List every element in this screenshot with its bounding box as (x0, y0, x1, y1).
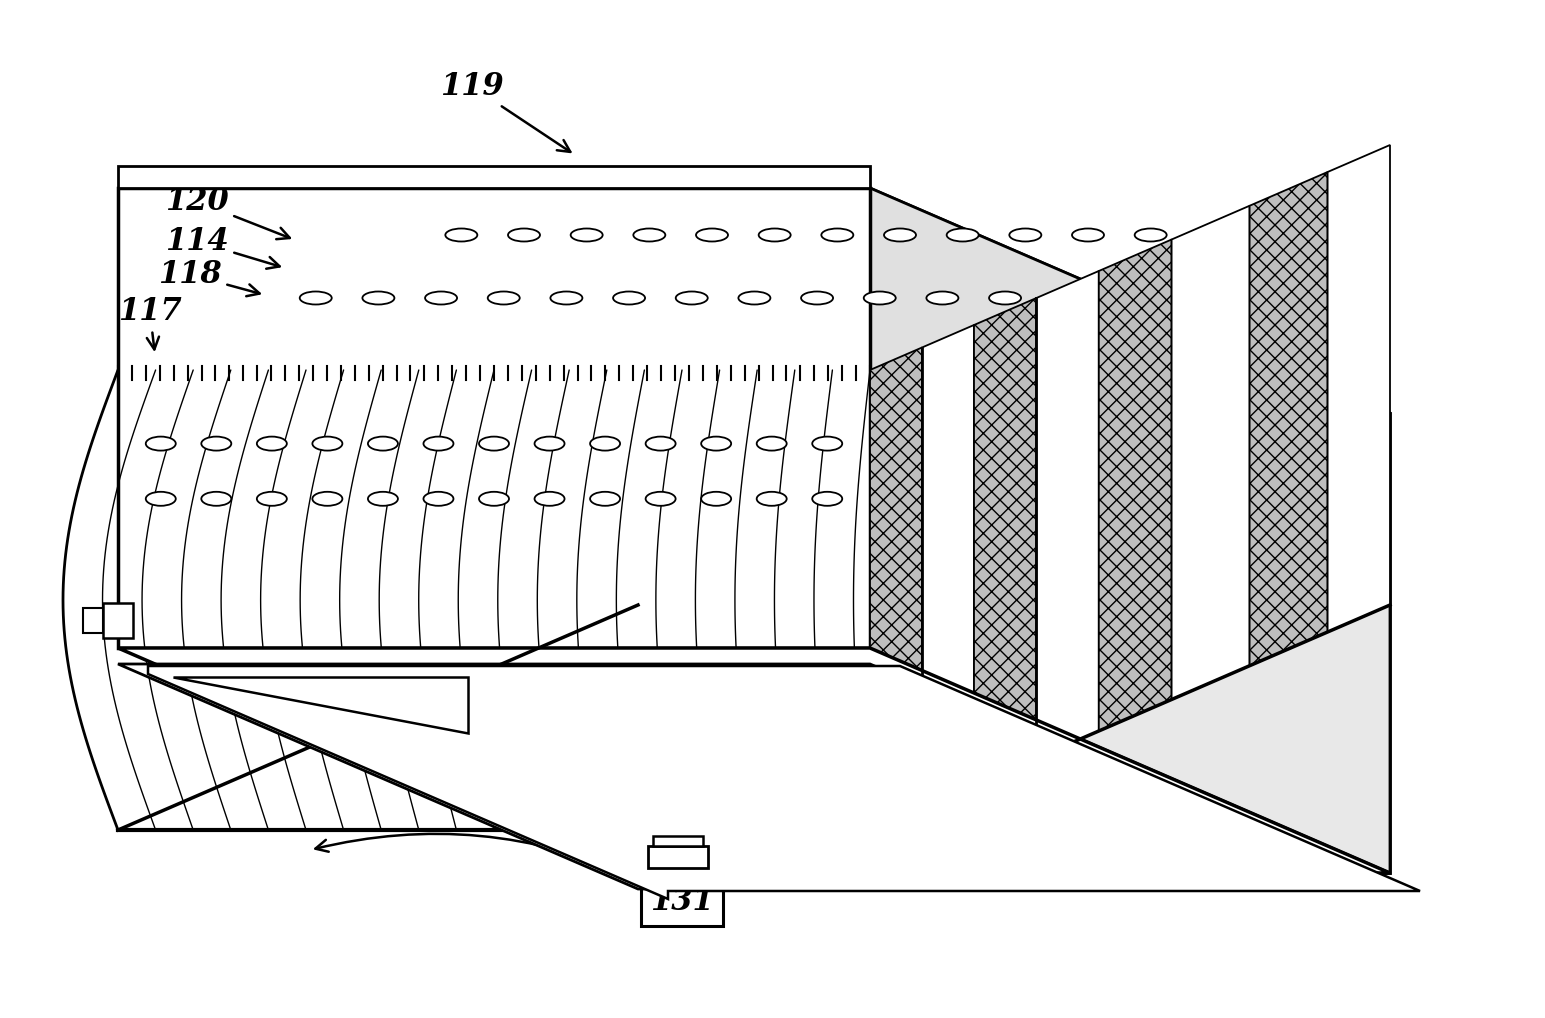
Polygon shape (922, 325, 973, 807)
Ellipse shape (368, 437, 399, 451)
Ellipse shape (813, 492, 842, 506)
Ellipse shape (701, 492, 731, 506)
Ellipse shape (425, 291, 457, 304)
Text: 116: 116 (1319, 371, 1384, 402)
Ellipse shape (312, 492, 343, 506)
Polygon shape (647, 846, 708, 868)
Polygon shape (104, 603, 133, 638)
Ellipse shape (363, 291, 394, 304)
Ellipse shape (646, 437, 675, 451)
Ellipse shape (1009, 228, 1041, 241)
Ellipse shape (757, 492, 786, 506)
Ellipse shape (145, 492, 176, 506)
Polygon shape (870, 188, 1390, 873)
Ellipse shape (759, 228, 791, 241)
Ellipse shape (479, 437, 508, 451)
Ellipse shape (695, 228, 728, 241)
Ellipse shape (813, 437, 842, 451)
Ellipse shape (256, 437, 287, 451)
Ellipse shape (423, 492, 454, 506)
Ellipse shape (423, 437, 454, 451)
Ellipse shape (757, 437, 786, 451)
Polygon shape (148, 666, 1420, 899)
Ellipse shape (646, 492, 675, 506)
Ellipse shape (675, 291, 708, 304)
Ellipse shape (613, 291, 646, 304)
Text: 115: 115 (986, 568, 1049, 616)
Polygon shape (1327, 145, 1390, 632)
Text: 115: 115 (939, 616, 1004, 664)
Ellipse shape (590, 437, 620, 451)
Ellipse shape (633, 228, 666, 241)
Text: 119: 119 (440, 71, 570, 152)
Ellipse shape (1134, 228, 1166, 241)
Polygon shape (83, 608, 104, 633)
Text: 116: 116 (1273, 411, 1374, 454)
Polygon shape (117, 188, 1391, 413)
Polygon shape (117, 166, 870, 188)
Polygon shape (638, 413, 1390, 873)
Ellipse shape (508, 228, 541, 241)
Polygon shape (1037, 271, 1098, 758)
Ellipse shape (145, 437, 176, 451)
Ellipse shape (989, 291, 1021, 304)
Polygon shape (117, 188, 870, 648)
Polygon shape (973, 298, 1037, 785)
Ellipse shape (947, 228, 978, 241)
Polygon shape (173, 677, 468, 733)
Polygon shape (870, 347, 922, 830)
Ellipse shape (570, 228, 603, 241)
Text: 114: 114 (165, 226, 280, 269)
Text: 117: 117 (117, 296, 182, 349)
Polygon shape (117, 664, 1391, 889)
Ellipse shape (884, 228, 916, 241)
Ellipse shape (800, 291, 833, 304)
Ellipse shape (445, 228, 477, 241)
Ellipse shape (201, 437, 232, 451)
Ellipse shape (1072, 228, 1105, 241)
Ellipse shape (479, 492, 508, 506)
Ellipse shape (312, 437, 343, 451)
Ellipse shape (256, 492, 287, 506)
Ellipse shape (201, 492, 232, 506)
Ellipse shape (535, 437, 564, 451)
Ellipse shape (300, 291, 332, 304)
Ellipse shape (739, 291, 771, 304)
Text: 131: 131 (315, 834, 714, 917)
Ellipse shape (590, 492, 620, 506)
Ellipse shape (927, 291, 958, 304)
Ellipse shape (822, 228, 853, 241)
Polygon shape (117, 648, 1391, 873)
Ellipse shape (701, 437, 731, 451)
Polygon shape (1250, 172, 1327, 666)
Polygon shape (1098, 239, 1171, 731)
Text: 118: 118 (158, 259, 260, 296)
Ellipse shape (550, 291, 582, 304)
Ellipse shape (535, 492, 564, 506)
Ellipse shape (368, 492, 399, 506)
Text: 120: 120 (165, 186, 290, 239)
Polygon shape (1171, 206, 1250, 699)
Ellipse shape (488, 291, 519, 304)
Ellipse shape (864, 291, 896, 304)
Polygon shape (654, 836, 703, 846)
